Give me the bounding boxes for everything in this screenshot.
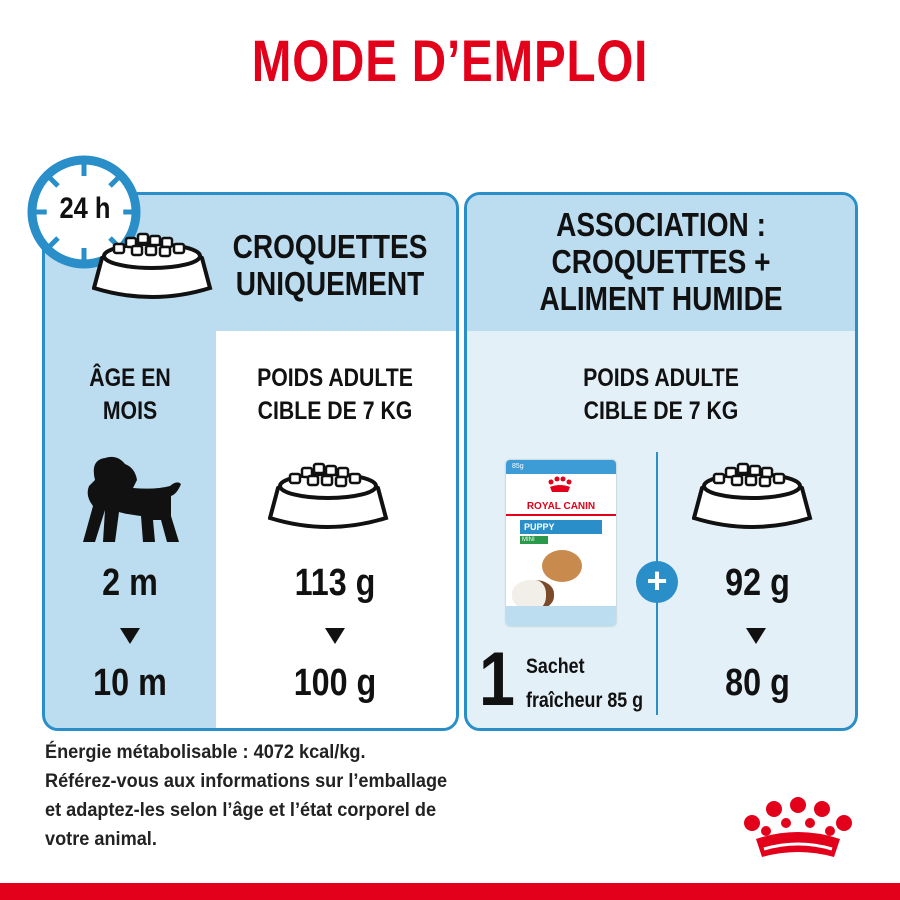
sachet-count: 1 (479, 637, 515, 722)
page-title: MODE D’EMPLOI (251, 29, 649, 94)
pouch-name: PUPPY (520, 520, 602, 534)
pouch-brand: ROYAL CANIN (526, 501, 596, 512)
crown-logo-icon (548, 476, 572, 492)
wet-food-pouch: 85g ROYAL CANIN PUPPY MINI (506, 460, 616, 626)
amount-from: 92 g (725, 562, 790, 604)
amount-to: 80 g (725, 662, 790, 704)
pouch-weight: 85g (506, 460, 616, 474)
energy-note: Énergie métabolisable : 4072 kcal/kg. Ré… (45, 741, 448, 850)
weight-label: POIDS ADULTE CIBLE DE 7 KG (583, 364, 739, 425)
kibble-only-panel (42, 192, 459, 731)
weight-label: POIDS ADULTE CIBLE DE 7 KG (257, 364, 413, 425)
puppy-icon (83, 456, 181, 542)
kibble-bowl-icon (268, 462, 388, 529)
amount-to: 100 g (293, 662, 377, 704)
age-to: 10 m (93, 662, 167, 704)
bottom-red-bar (0, 883, 900, 900)
arrow-down-icon (120, 628, 140, 644)
clock-label: 24 h (46, 192, 124, 226)
age-from: 2 m (102, 562, 158, 604)
arrow-down-icon (325, 628, 345, 644)
mixed-feeding-heading: ASSOCIATION : CROQUETTES + ALIMENT HUMID… (539, 206, 783, 317)
clock-icon (27, 155, 141, 269)
sachet-label: Sachet fraîcheur 85 g (526, 655, 644, 712)
age-label: ÂGE EN MOIS (89, 364, 171, 425)
kibble-only-heading: CROQUETTES UNIQUEMENT (232, 228, 428, 302)
kibble-bowl-icon (692, 462, 812, 529)
royal-canin-crown-logo (744, 797, 852, 857)
plus-icon: + (636, 561, 678, 603)
kibble-bowl-icon (92, 232, 212, 299)
pouch-range: MINI (520, 536, 548, 544)
amount-from: 113 g (294, 562, 376, 604)
weight-column (216, 331, 456, 728)
arrow-down-icon (746, 628, 766, 644)
mixed-feeding-header (467, 195, 855, 331)
